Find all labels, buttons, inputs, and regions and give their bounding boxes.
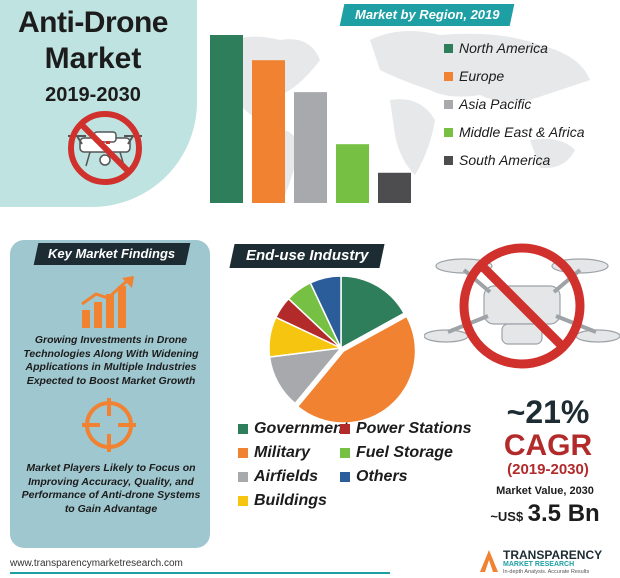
bar-south-america (378, 172, 411, 203)
slice-government (340, 275, 406, 350)
legend-item-buildings: Buildings (238, 492, 327, 510)
legend-swatch (444, 99, 453, 109)
footer-divider (10, 572, 390, 574)
legend-item-europe: Europe (444, 68, 504, 84)
legend-swatch (444, 71, 453, 81)
target-crosshair-icon (82, 398, 136, 452)
bar-north-america (210, 35, 243, 203)
market-value: ~US$ 3.5 Bn (472, 500, 618, 528)
slice-others (309, 275, 342, 349)
legend-item-asia-pacific: Asia Pacific (444, 96, 531, 112)
legend-item-north-america: North America (444, 40, 548, 56)
legend-item-middle-east-africa: Middle East & Africa (444, 124, 585, 140)
legend-label: Military (254, 444, 311, 461)
market-value-number: 3.5 Bn (527, 500, 600, 527)
finding-text-1: Growing Investments in Drone Technologie… (23, 334, 199, 387)
legend-swatch (340, 472, 350, 482)
bar-europe (252, 60, 285, 204)
logo-text-sub: MARKET RESEARCH (503, 561, 575, 568)
growth-chart-icon (81, 276, 134, 328)
cagr-label: CAGR (503, 429, 593, 462)
title-line-2: Market (44, 42, 142, 75)
legend-label: Airfields (254, 468, 319, 485)
legend-item-power-stations: Power Stations (340, 420, 472, 438)
legend-label: South America (459, 152, 551, 168)
legend-item-airfields: Airfields (238, 468, 318, 486)
legend-label: Middle East & Africa (459, 124, 585, 140)
legend-item-others: Others (340, 468, 408, 486)
legend-item-military: Military (238, 444, 310, 462)
legend-item-fuel-storage: Fuel Storage (340, 444, 453, 462)
legend-label: Fuel Storage (356, 444, 453, 461)
legend-label: Buildings (254, 492, 327, 509)
legend-swatch (238, 496, 248, 506)
legend-label: Europe (459, 68, 505, 84)
logo-tagline: In-depth Analysis. Accurate Results (503, 569, 590, 575)
logo-text-main: TRANSPARENCY (503, 548, 603, 562)
legend-swatch (238, 424, 248, 434)
title-years: 2019-2030 (45, 84, 141, 106)
finding-text-2: Market Players Likely to Focus on Improv… (21, 462, 201, 515)
legend-item-government: Government (238, 420, 348, 438)
no-drone-illustration-icon (424, 243, 620, 369)
cagr-years: (2019-2030) (507, 461, 589, 478)
no-drone-icon (68, 111, 142, 185)
cagr-percent: ~21% (506, 394, 590, 430)
title-panel (0, 0, 197, 207)
legend-swatch (444, 127, 453, 137)
market-value-currency: ~US$ (490, 509, 524, 524)
legend-swatch (444, 43, 453, 53)
legend-swatch (340, 424, 350, 434)
legend-label: Others (356, 468, 408, 485)
legend-label: Power Stations (356, 420, 472, 437)
title-line-1: Anti-Drone (18, 6, 168, 39)
legend-item-south-america: South America (444, 152, 550, 168)
slice-military (296, 315, 417, 424)
region-bar-chart (210, 35, 411, 204)
footer-url-link[interactable]: www.transparencymarketresearch.com (10, 558, 183, 569)
legend-swatch (444, 155, 453, 165)
legend-label: North America (459, 40, 548, 56)
tmr-logo-icon (480, 550, 498, 572)
legend-swatch (238, 472, 248, 482)
bar-asia-pacific (294, 92, 327, 203)
legend-swatch (238, 448, 248, 458)
legend-swatch (340, 448, 350, 458)
bar-middle-east-africa (336, 144, 369, 203)
legend-label: Asia Pacific (459, 96, 532, 112)
legend-label: Government (254, 420, 349, 437)
key-findings-panel (10, 240, 210, 548)
market-value-label: Market Value, 2030 (496, 485, 594, 497)
